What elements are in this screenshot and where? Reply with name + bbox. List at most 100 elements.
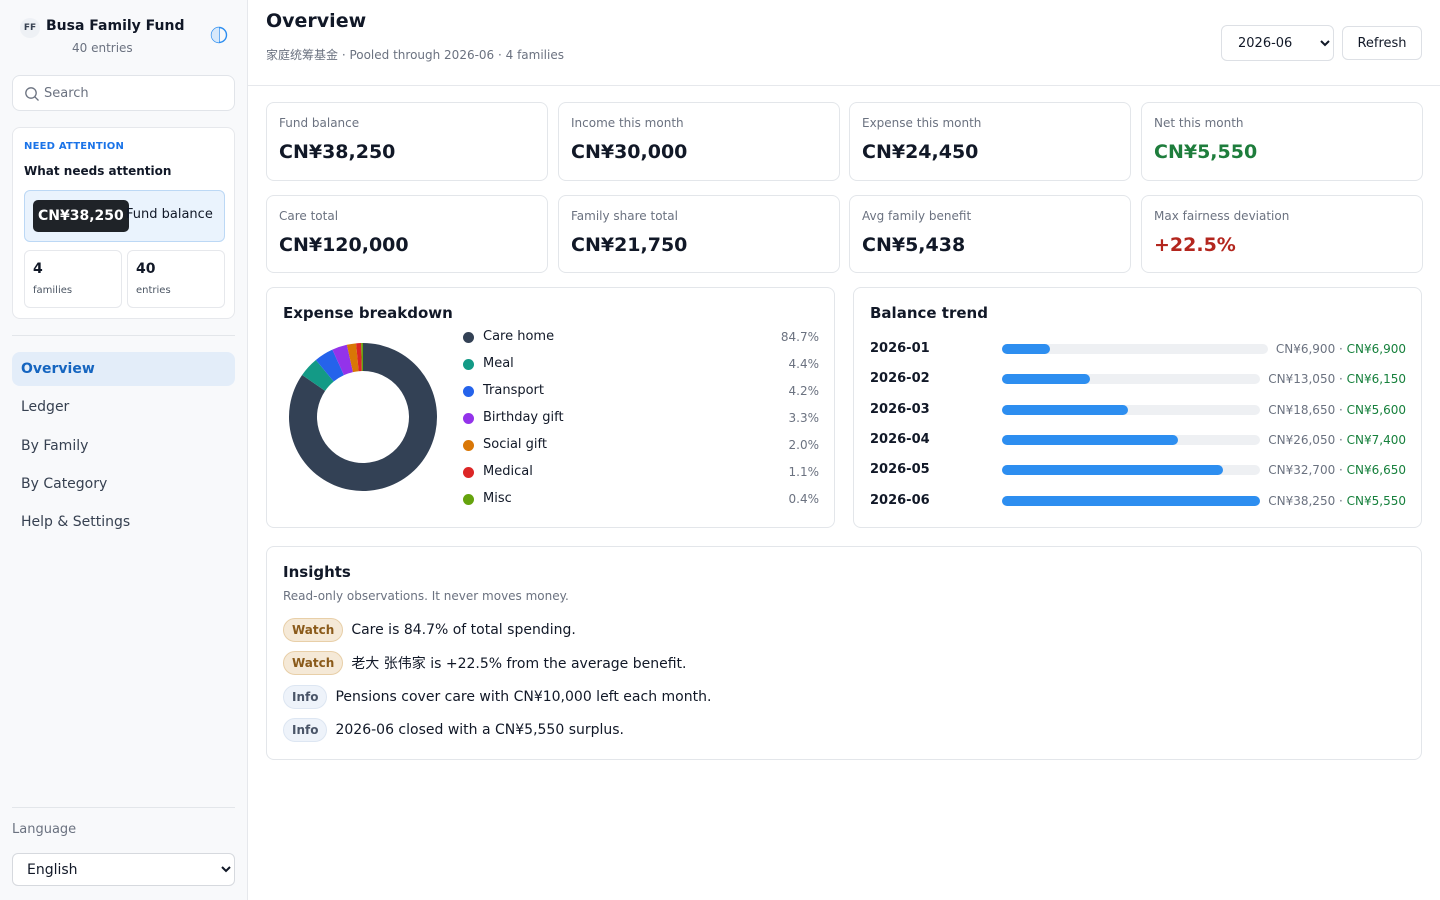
trend-row: 2026-05 CN¥32,700 · CN¥6,650 bbox=[870, 459, 1406, 481]
trend-track bbox=[1002, 495, 1261, 506]
balance-trend-panel: Balance trend 2026-01 CN¥6,900 · CN¥6,900… bbox=[853, 287, 1422, 528]
stat-label: Income this month bbox=[571, 116, 684, 130]
trend-balance: CN¥13,050 · bbox=[1268, 372, 1347, 387]
trend-bar bbox=[1002, 374, 1091, 385]
sidebar-toggle-icon[interactable] bbox=[210, 26, 228, 44]
stat-fund-balance: Fund balance CN¥38,250 bbox=[266, 102, 548, 181]
insight-item: Info Pensions cover care with CN¥10,000 l… bbox=[283, 685, 711, 711]
legend-label: Care home bbox=[483, 329, 555, 344]
insight-item: Watch 老大 张伟家 is +22.5% from the average b… bbox=[283, 651, 686, 677]
donut-slice-birthday-gift bbox=[332, 344, 353, 376]
stat-value: CN¥38,250 bbox=[279, 141, 396, 163]
trend-value: CN¥13,050 · CN¥6,150 bbox=[1268, 368, 1406, 390]
trend-balance: CN¥32,700 · bbox=[1268, 463, 1347, 478]
legend-dot bbox=[463, 332, 474, 343]
legend-label: Misc bbox=[483, 491, 512, 506]
fund-balance-label: Fund balance bbox=[126, 207, 213, 222]
page-title: Overview bbox=[266, 10, 367, 32]
sidebar: FF Busa Family Fund 40 entries NEED ATTE… bbox=[0, 0, 248, 900]
month-select[interactable]: 2026-06 bbox=[1221, 25, 1334, 61]
stat-net-month: Net this month CN¥5,550 bbox=[1141, 102, 1423, 181]
language-select[interactable]: English bbox=[12, 853, 235, 886]
stat-value: CN¥30,000 bbox=[571, 141, 688, 163]
fund-balance-amount: CN¥38,250 bbox=[33, 200, 129, 232]
stat-label: Avg family benefit bbox=[862, 209, 972, 223]
donut-slice-misc bbox=[361, 343, 363, 372]
entries-tile[interactable]: 40 entries bbox=[127, 250, 225, 308]
families-tile[interactable]: 4 families bbox=[24, 250, 122, 308]
legend-dot bbox=[463, 494, 474, 505]
trend-row: 2026-04 CN¥26,050 · CN¥7,400 bbox=[870, 429, 1406, 451]
legend-item: Transport 4.2% bbox=[463, 381, 819, 401]
legend-item: Care home 84.7% bbox=[463, 327, 819, 347]
legend-item: Social gift 2.0% bbox=[463, 435, 819, 455]
trend-month: 2026-03 bbox=[870, 401, 930, 417]
expense-donut-chart bbox=[289, 343, 437, 491]
donut-slice-transport bbox=[315, 349, 344, 382]
insights-subtitle: Read-only observations. It never moves m… bbox=[283, 589, 569, 603]
legend-dot bbox=[463, 440, 474, 451]
nav-by-family[interactable]: By Family bbox=[21, 438, 89, 454]
stat-value: CN¥5,550 bbox=[1154, 141, 1258, 163]
trend-net: CN¥5,600 bbox=[1346, 402, 1406, 417]
donut-slice-care-home bbox=[289, 343, 437, 491]
trend-net: CN¥6,150 bbox=[1346, 372, 1406, 387]
attention-fund-balance[interactable]: CN¥38,250 Fund balance bbox=[24, 190, 225, 242]
legend-percent: 4.4% bbox=[788, 357, 820, 371]
donut-slice-social-gift bbox=[346, 343, 359, 373]
nav-help-settings[interactable]: Help & Settings bbox=[21, 514, 131, 530]
insight-text: 老大 张伟家 is +22.5% from the average benefi… bbox=[351, 656, 687, 672]
brand: FF Busa Family Fund 40 entries bbox=[20, 16, 230, 60]
brand-name: Busa Family Fund bbox=[46, 18, 185, 34]
stat-care-total: Care total CN¥120,000 bbox=[266, 195, 548, 273]
stat-value: +22.5% bbox=[1154, 234, 1236, 256]
legend-percent: 1.1% bbox=[788, 465, 820, 479]
entries-count: 40 entries bbox=[72, 41, 133, 55]
sidebar-divider bbox=[12, 335, 235, 336]
legend-item: Meal 4.4% bbox=[463, 354, 819, 374]
trend-month: 2026-04 bbox=[870, 431, 930, 447]
trend-month: 2026-01 bbox=[870, 341, 930, 356]
insight-badge-info: Info bbox=[283, 718, 328, 742]
nav-ledger[interactable]: Ledger bbox=[21, 399, 70, 415]
legend-label: Social gift bbox=[483, 437, 547, 452]
stat-value: CN¥21,750 bbox=[571, 234, 688, 256]
nav-overview[interactable]: Overview bbox=[12, 352, 235, 386]
attention-card: NEED ATTENTION What needs attention CN¥3… bbox=[12, 127, 235, 319]
stat-label: Max fairness deviation bbox=[1154, 209, 1290, 223]
language-label: Language bbox=[12, 822, 77, 837]
legend-percent: 4.2% bbox=[788, 384, 820, 398]
entries-label: entries bbox=[136, 285, 171, 296]
legend-dot bbox=[463, 413, 474, 424]
legend-label: Medical bbox=[483, 464, 533, 479]
trend-bar bbox=[1002, 465, 1223, 476]
trend-net: CN¥7,400 bbox=[1346, 432, 1406, 447]
stat-label: Care total bbox=[279, 209, 339, 223]
trend-value: CN¥26,050 · CN¥7,400 bbox=[1268, 429, 1406, 451]
stat-label: Family share total bbox=[571, 209, 678, 223]
legend-item: Misc 0.4% bbox=[463, 489, 819, 509]
legend-dot bbox=[463, 467, 474, 478]
trend-balance: CN¥6,900 · bbox=[1275, 342, 1347, 356]
stat-label: Net this month bbox=[1154, 116, 1244, 130]
insight-badge-watch: Watch bbox=[283, 651, 344, 675]
trend-bar bbox=[1002, 434, 1178, 445]
refresh-button[interactable]: Refresh bbox=[1342, 26, 1422, 60]
insight-badge-info: Info bbox=[283, 685, 328, 709]
legend-item: Birthday gift 3.3% bbox=[463, 408, 819, 428]
trend-balance: CN¥38,250 · bbox=[1268, 493, 1347, 508]
trend-track bbox=[1002, 404, 1261, 415]
stat-value: CN¥120,000 bbox=[279, 234, 409, 256]
search-box bbox=[12, 75, 235, 111]
stat-expense-month: Expense this month CN¥24,450 bbox=[849, 102, 1131, 181]
sidebar-divider-bottom bbox=[12, 807, 235, 808]
trend-track bbox=[1002, 434, 1261, 445]
stat-label: Fund balance bbox=[279, 116, 360, 130]
page-header: Overview 家庭统筹基金 · Pooled through 2026-06… bbox=[248, 0, 1440, 86]
search-input[interactable] bbox=[44, 77, 229, 109]
brand-logo: FF bbox=[20, 18, 40, 38]
legend-percent: 0.4% bbox=[788, 492, 820, 506]
attention-kicker: NEED ATTENTION bbox=[24, 141, 125, 152]
trend-row: 2026-03 CN¥18,650 · CN¥5,600 bbox=[870, 399, 1406, 421]
nav-by-category[interactable]: By Category bbox=[21, 476, 108, 492]
